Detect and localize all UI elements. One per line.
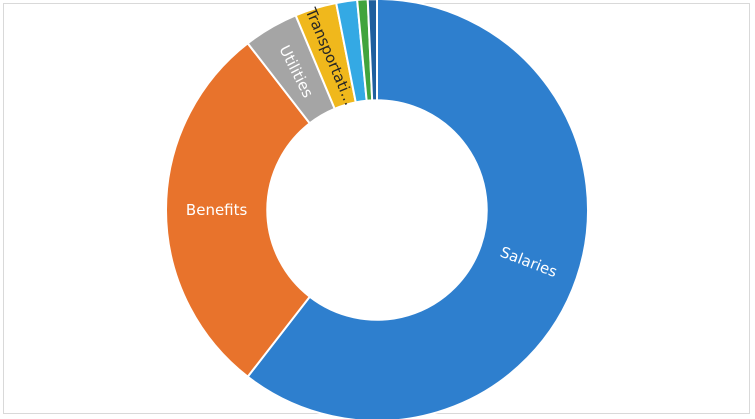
slice-label-benefits: Benefits — [186, 201, 248, 219]
slice-salaries — [246, 0, 589, 419]
donut-slices — [165, 0, 589, 419]
slice-unlabeled-6 — [366, 0, 378, 102]
slice-benefits — [165, 41, 312, 379]
